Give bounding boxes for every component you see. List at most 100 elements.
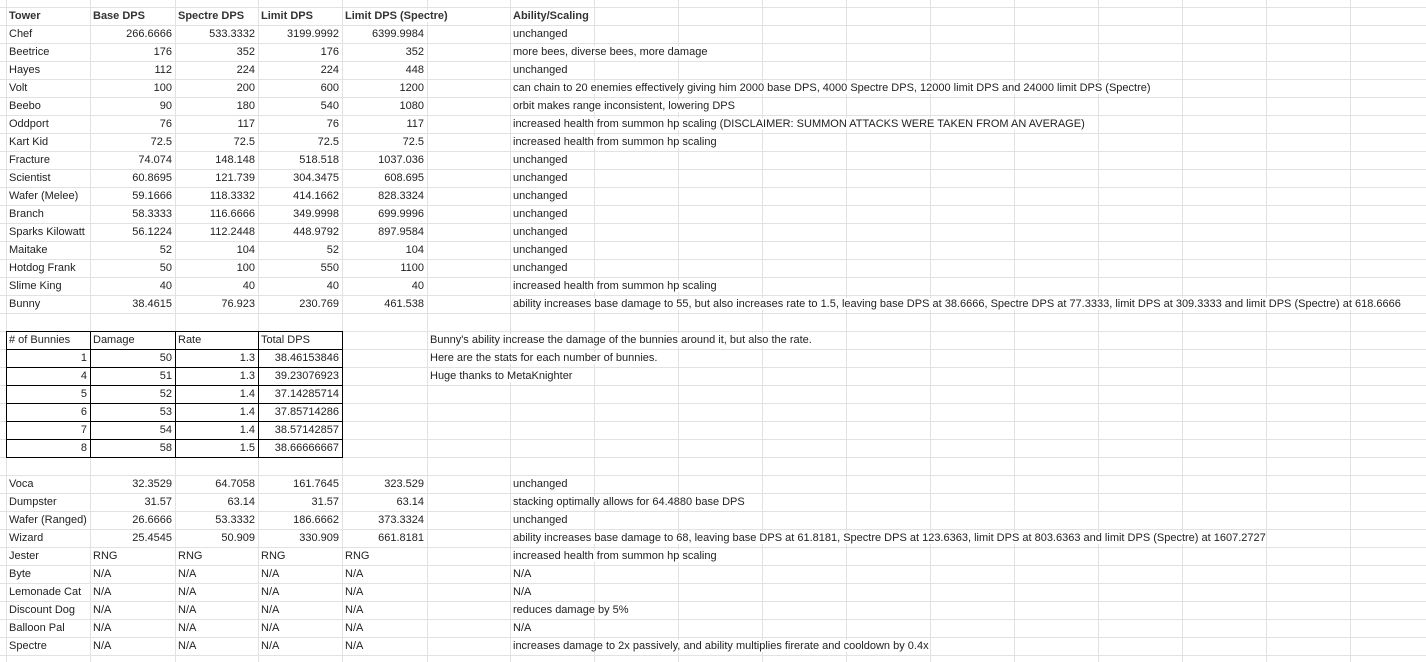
cell: 461.538 xyxy=(384,298,424,310)
cell: Bunny's ability increase the damage of t… xyxy=(427,331,812,349)
cell: 52 xyxy=(326,244,339,256)
cell: 6 xyxy=(80,406,87,418)
grid-row-line xyxy=(0,133,1426,134)
grid-row-line xyxy=(0,619,1426,620)
cell: N/A xyxy=(342,583,364,601)
cell-text: Lemonade Cat xyxy=(9,586,82,598)
grid-row-line xyxy=(0,367,1426,368)
cell-text: ability increases base damage to 55, but… xyxy=(513,298,1401,310)
cell: 38.46153846 xyxy=(274,352,339,364)
cell-text: unchanged xyxy=(513,28,568,40)
cell-text: Wafer (Ranged) xyxy=(9,514,87,526)
cell-text: reduces damage by 5% xyxy=(513,604,629,616)
cell-text: Wizard xyxy=(9,532,44,544)
cell: Byte xyxy=(6,565,32,583)
cell-text: ability increases base damage to 68, lea… xyxy=(513,532,1266,544)
cell-text: Ability/Scaling xyxy=(513,10,589,22)
cell-text: Branch xyxy=(9,208,44,220)
cell-text: Here are the stats for each number of bu… xyxy=(430,352,658,364)
cell-text: Hayes xyxy=(9,64,41,76)
cell: unchanged xyxy=(510,475,568,493)
cell: unchanged xyxy=(510,25,568,43)
cell: 1.4 xyxy=(239,424,255,436)
grid-col-line xyxy=(846,0,847,662)
cell-text: N/A xyxy=(513,568,532,580)
cell-text: Bunny xyxy=(9,298,41,310)
cell: increased health from summon hp scaling xyxy=(510,547,717,565)
cell-text: Balloon Pal xyxy=(9,622,65,634)
grid-row-line xyxy=(0,25,1426,26)
cell-text: N/A xyxy=(178,568,197,580)
grid-row-line xyxy=(0,385,1426,386)
cell-text: Huge thanks to MetaKnighter xyxy=(430,370,573,382)
cell: 76 xyxy=(326,118,339,130)
cell-text: unchanged xyxy=(513,244,568,256)
cell: Oddport xyxy=(6,115,49,133)
cell-text: increased health from summon hp scaling xyxy=(513,136,717,148)
cell: 54 xyxy=(159,424,172,436)
cell: 1.4 xyxy=(239,406,255,418)
cell: 266.6666 xyxy=(126,28,172,40)
cell-text: Discount Dog xyxy=(9,604,76,616)
cell-text: Chef xyxy=(9,28,33,40)
cell-text: Damage xyxy=(93,334,135,346)
cell: 533.3332 xyxy=(209,28,255,40)
cell: Damage xyxy=(90,331,135,349)
cell: Hotdog Frank xyxy=(6,259,76,277)
cell-text: Dumpster xyxy=(9,496,57,508)
cell: 40 xyxy=(159,280,172,292)
cell: Lemonade Cat xyxy=(6,583,82,601)
cell-text: Beetrice xyxy=(9,46,50,58)
cell: 414.1662 xyxy=(293,190,339,202)
cell-text: unchanged xyxy=(513,478,568,490)
cell: Hayes xyxy=(6,61,41,79)
cell: N/A xyxy=(258,619,280,637)
cell: N/A xyxy=(258,583,280,601)
cell: 121.739 xyxy=(215,172,255,184)
cell-text: RNG xyxy=(345,550,370,562)
cell-text: Scientist xyxy=(9,172,51,184)
cell: 104 xyxy=(236,244,255,256)
cell: N/A xyxy=(258,601,280,619)
cell: N/A xyxy=(90,637,112,655)
cell-text: Total DPS xyxy=(261,334,310,346)
cell: Discount Dog xyxy=(6,601,76,619)
cell-text: N/A xyxy=(261,568,280,580)
cell-text: N/A xyxy=(261,604,280,616)
grid-row-line xyxy=(0,151,1426,152)
cell: Spectre xyxy=(6,637,47,655)
cell: 72.5 xyxy=(150,136,172,148)
cell: N/A xyxy=(175,601,197,619)
cell: 52 xyxy=(159,388,172,400)
grid-row-line xyxy=(0,475,1426,476)
cell: 31.57 xyxy=(311,496,339,508)
grid-row-line xyxy=(0,511,1426,512)
cell: 224 xyxy=(236,64,255,76)
grid-col-line xyxy=(1014,0,1015,662)
grid-row-line xyxy=(0,169,1426,170)
cell: 38.66666667 xyxy=(274,442,339,454)
cell: Spectre DPS xyxy=(175,7,245,25)
grid-row-line xyxy=(0,655,1426,656)
grid-row-line xyxy=(0,295,1426,296)
cell: Wafer (Ranged) xyxy=(6,511,87,529)
cell: 828.3324 xyxy=(378,190,424,202)
cell-text: more bees, diverse bees, more damage xyxy=(513,46,708,58)
cell: Balloon Pal xyxy=(6,619,65,637)
cell: 200 xyxy=(236,82,255,94)
cell-text: N/A xyxy=(261,640,280,652)
cell: 117 xyxy=(406,118,424,130)
cell: 72.5 xyxy=(317,136,339,148)
cell: 550 xyxy=(320,262,339,274)
cell: unchanged xyxy=(510,151,568,169)
cell: Chef xyxy=(6,25,33,43)
cell: Here are the stats for each number of bu… xyxy=(427,349,658,367)
cell: 7 xyxy=(80,424,87,436)
cell-text: unchanged xyxy=(513,226,568,238)
cell-text: Voca xyxy=(9,478,34,490)
cell: 60.8695 xyxy=(132,172,172,184)
cell: 37.85714286 xyxy=(274,406,339,418)
cell: Kart Kid xyxy=(6,133,49,151)
cell: 600 xyxy=(320,82,339,94)
cell: 6399.9984 xyxy=(372,28,424,40)
